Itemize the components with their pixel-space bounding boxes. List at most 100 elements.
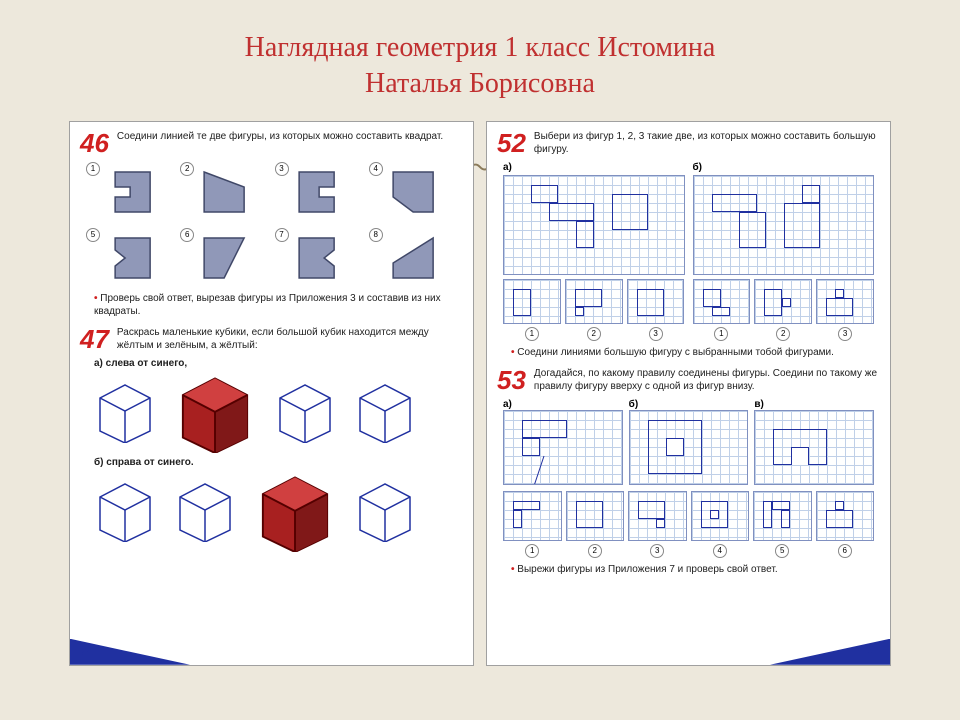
- cube-white: [170, 472, 240, 542]
- title-line-2: Наталья Борисовна: [365, 68, 595, 99]
- fig-label: 3: [650, 544, 664, 558]
- page-number: 24: [80, 645, 93, 659]
- ex53-col-b: б): [629, 399, 749, 485]
- shape-label: 1: [86, 162, 100, 176]
- exercise-text: Раскрась маленькие кубики, если большой …: [117, 326, 463, 352]
- cube-white: [90, 373, 160, 443]
- shape-6: 6: [180, 228, 268, 288]
- fig-label: 2: [587, 327, 601, 341]
- cube-white: [350, 373, 420, 443]
- shape-8: 8: [369, 228, 457, 288]
- big-figure-a: [503, 175, 685, 275]
- small-fig-3: 3: [628, 491, 687, 541]
- col-label-b: б): [693, 162, 875, 173]
- shape-3: 3: [275, 162, 363, 222]
- fig-label: 3: [838, 327, 852, 341]
- fig-label: 1: [525, 327, 539, 341]
- shape-2: 2: [180, 162, 268, 222]
- small-fig-6: 6: [816, 491, 875, 541]
- exercise-header: 53 Догадайся, по какому правилу соединен…: [497, 367, 880, 393]
- fig-label: 1: [714, 327, 728, 341]
- ex53-top-row: а) б): [503, 399, 874, 485]
- fig-label: 2: [588, 544, 602, 558]
- ex52-grids: а) 1: [503, 162, 874, 324]
- small-fig-3: 3: [627, 279, 685, 324]
- small-fig-1: 1: [503, 279, 561, 324]
- connect-text: Соедини линиями большую фигуру с выбранн…: [511, 346, 880, 359]
- small-fig-2: 2: [565, 279, 623, 324]
- small-fig-2: 2: [566, 491, 625, 541]
- exercise-47: 47 Раскрась маленькие кубики, если больш…: [80, 326, 463, 552]
- workbook-page-right: 52 Выбери из фигур 1, 2, 3 такие две, из…: [486, 121, 891, 666]
- fig-label: 5: [775, 544, 789, 558]
- check-text: Проверь свой ответ, вырезав фигуры из Пр…: [94, 292, 463, 318]
- workbook-page-left: 46 Соедини линией те две фигуры, из кото…: [69, 121, 474, 666]
- sub-a: а) слева от синего,: [94, 358, 463, 369]
- slide: Наглядная геометрия 1 класс Истомина Нат…: [0, 0, 960, 720]
- exercise-header: 46 Соедини линией те две фигуры, из кото…: [80, 130, 463, 156]
- pages-container: 46 Соедини линией те две фигуры, из кото…: [50, 121, 910, 666]
- exercise-text: Догадайся, по какому правилу соединены ф…: [534, 367, 880, 393]
- small-fig-1: 1: [503, 491, 562, 541]
- shape-label: 6: [180, 228, 194, 242]
- small-figures-a: 1 2 3: [503, 279, 685, 324]
- cube-row-b: [90, 472, 453, 552]
- big-figure-b: [693, 175, 875, 275]
- exercise-number: 46: [80, 130, 109, 156]
- cube-white: [270, 373, 340, 443]
- shape-4: 4: [369, 162, 457, 222]
- slide-title: Наглядная геометрия 1 класс Истомина Нат…: [50, 30, 910, 103]
- cut-text: Вырежи фигуры из Приложения 7 и проверь …: [511, 563, 880, 576]
- shape-label: 2: [180, 162, 194, 176]
- col-label: б): [629, 399, 749, 410]
- shape-1: 1: [86, 162, 174, 222]
- shape-label: 3: [275, 162, 289, 176]
- col-label-a: а): [503, 162, 685, 173]
- shapes-grid: 1 2 3 4 5: [86, 162, 457, 288]
- cube-white: [90, 472, 160, 542]
- exercise-header: 47 Раскрась маленькие кубики, если больш…: [80, 326, 463, 352]
- exercise-number: 53: [497, 367, 526, 393]
- big-fig-c: [754, 410, 874, 485]
- shape-label: 4: [369, 162, 383, 176]
- big-fig-a: [503, 410, 623, 485]
- exercise-52: 52 Выбери из фигур 1, 2, 3 такие две, из…: [497, 130, 880, 359]
- ex52-col-a: а) 1: [503, 162, 685, 324]
- ex52-col-b: б) 1: [693, 162, 875, 324]
- cube-red-big: [250, 462, 340, 552]
- cube-row-a: [90, 373, 453, 453]
- shape-7: 7: [275, 228, 363, 288]
- fig-label: 4: [713, 544, 727, 558]
- title-line-1: Наглядная геометрия 1 класс Истомина: [245, 32, 716, 63]
- shape-5: 5: [86, 228, 174, 288]
- small-fig-3: 3: [816, 279, 874, 324]
- small-fig-2: 2: [754, 279, 812, 324]
- big-fig-b: [629, 410, 749, 485]
- ex53-bottom-row: 1 2 3 4: [503, 491, 874, 541]
- exercise-number: 52: [497, 130, 526, 156]
- shape-label: 8: [369, 228, 383, 242]
- small-fig-4: 4: [691, 491, 750, 541]
- cube-red-big: [170, 363, 260, 453]
- col-label: в): [754, 399, 874, 410]
- exercise-46: 46 Соедини линией те две фигуры, из кото…: [80, 130, 463, 318]
- shape-label: 5: [86, 228, 100, 242]
- shape-label: 7: [275, 228, 289, 242]
- small-fig-1: 1: [693, 279, 751, 324]
- fig-label: 3: [649, 327, 663, 341]
- fig-label: 1: [525, 544, 539, 558]
- exercise-text: Выбери из фигур 1, 2, 3 такие две, из ко…: [534, 130, 880, 156]
- small-figures-b: 1 2 3: [693, 279, 875, 324]
- exercise-text: Соедини линией те две фигуры, из которых…: [117, 130, 463, 143]
- exercise-header: 52 Выбери из фигур 1, 2, 3 такие две, из…: [497, 130, 880, 156]
- exercise-number: 47: [80, 326, 109, 352]
- exercise-53: 53 Догадайся, по какому правилу соединен…: [497, 367, 880, 576]
- ex53-col-a: а): [503, 399, 623, 485]
- fig-label: 2: [776, 327, 790, 341]
- page-number: 27: [867, 645, 880, 659]
- ex53-col-c: в): [754, 399, 874, 485]
- small-fig-5: 5: [753, 491, 812, 541]
- fig-label: 6: [838, 544, 852, 558]
- col-label: а): [503, 399, 623, 410]
- cube-white: [350, 472, 420, 542]
